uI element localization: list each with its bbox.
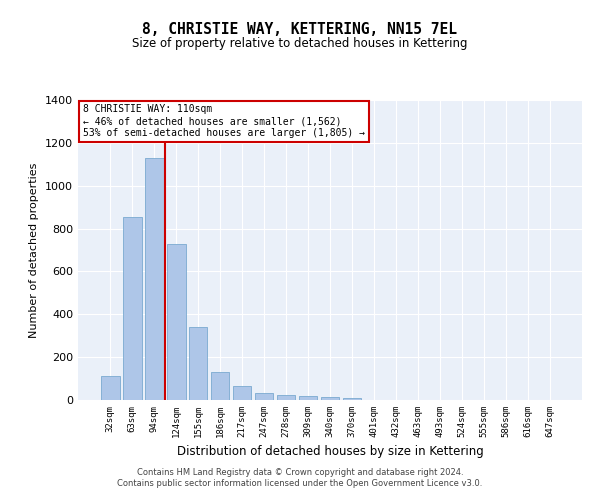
Bar <box>211 372 229 400</box>
Bar <box>255 392 274 400</box>
Bar <box>343 398 361 400</box>
Bar <box>299 396 317 400</box>
Bar <box>320 397 340 400</box>
X-axis label: Distribution of detached houses by size in Kettering: Distribution of detached houses by size … <box>176 446 484 458</box>
Bar <box>145 158 164 400</box>
Bar <box>167 244 185 400</box>
Text: 8 CHRISTIE WAY: 110sqm
← 46% of detached houses are smaller (1,562)
53% of semi-: 8 CHRISTIE WAY: 110sqm ← 46% of detached… <box>83 104 365 138</box>
Text: 8, CHRISTIE WAY, KETTERING, NN15 7EL: 8, CHRISTIE WAY, KETTERING, NN15 7EL <box>143 22 458 38</box>
Text: Contains HM Land Registry data © Crown copyright and database right 2024.
Contai: Contains HM Land Registry data © Crown c… <box>118 468 482 487</box>
Bar <box>233 386 251 400</box>
Bar <box>123 217 142 400</box>
Y-axis label: Number of detached properties: Number of detached properties <box>29 162 40 338</box>
Bar <box>189 327 208 400</box>
Text: Size of property relative to detached houses in Kettering: Size of property relative to detached ho… <box>132 38 468 51</box>
Bar <box>277 394 295 400</box>
Bar <box>101 376 119 400</box>
